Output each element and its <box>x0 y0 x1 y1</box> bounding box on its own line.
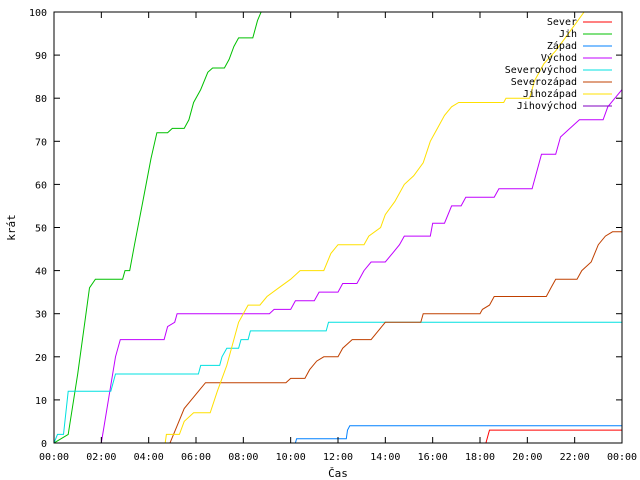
legend-label: Jihovýchod <box>517 100 577 112</box>
y-axis-label: krát <box>5 214 18 241</box>
x-tick-label: 04:00 <box>134 452 164 463</box>
legend-label: Severozápad <box>511 76 577 88</box>
legend-label: Západ <box>547 40 577 52</box>
y-tick-label: 50 <box>35 224 47 235</box>
legend-label: Východ <box>541 52 577 64</box>
x-axis-ticks: 00:00 02:00 04:00 06:00 08:00 10:00 12:00 14:00… <box>39 12 637 463</box>
x-tick-label: 02:00 <box>86 452 116 463</box>
series-lines <box>54 12 622 443</box>
x-tick-label: 08:00 <box>228 452 258 463</box>
x-tick-label: 00:00 <box>39 452 69 463</box>
x-tick-label: 22:00 <box>560 452 590 463</box>
series-line-3 <box>54 425 622 443</box>
series-line-1 <box>54 429 622 443</box>
x-tick-label: 16:00 <box>418 452 448 463</box>
legend: SeverJihZápadVýchodSeverovýchodSeverozáp… <box>505 17 612 112</box>
y-tick-label: 10 <box>35 396 47 407</box>
y-axis-ticks: 0 10 20 30 40 50 60 70 80 90 100 <box>29 8 622 450</box>
x-tick-label: 18:00 <box>465 452 495 463</box>
x-tick-label: 00:00 <box>607 452 637 463</box>
series-line-5 <box>54 321 622 443</box>
y-tick-label: 100 <box>29 8 47 19</box>
x-tick-label: 20:00 <box>512 452 542 463</box>
series-line-4 <box>54 89 622 443</box>
y-tick-label: 70 <box>35 137 47 148</box>
legend-label: Sever <box>547 17 577 28</box>
series-line-6 <box>54 231 622 443</box>
y-tick-label: 90 <box>35 51 47 62</box>
y-tick-label: 0 <box>41 439 47 450</box>
x-tick-label: 10:00 <box>276 452 306 463</box>
y-tick-label: 80 <box>35 94 47 105</box>
y-tick-label: 40 <box>35 267 47 278</box>
y-tick-label: 20 <box>35 353 47 364</box>
y-tick-label: 60 <box>35 180 47 191</box>
x-tick-label: 06:00 <box>181 452 211 463</box>
x-tick-label: 12:00 <box>323 452 353 463</box>
series-line-2 <box>54 12 262 443</box>
legend-label: Jihozápad <box>523 88 577 100</box>
y-tick-label: 30 <box>35 310 47 321</box>
legend-label: Jih <box>559 29 577 40</box>
x-tick-label: 14:00 <box>370 452 400 463</box>
legend-label: Severovýchod <box>505 64 577 76</box>
x-axis-label: Čas <box>328 467 348 480</box>
series-line-7 <box>54 12 585 443</box>
